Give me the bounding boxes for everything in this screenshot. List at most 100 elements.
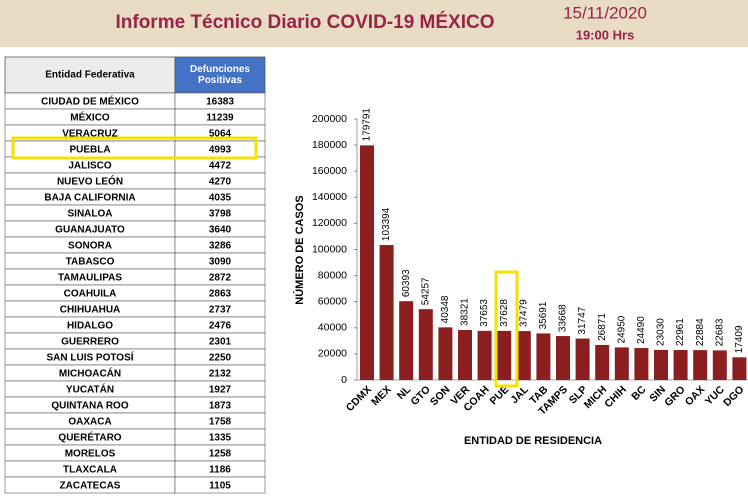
value-label: 22961 bbox=[675, 318, 686, 346]
state-name: GUERRERO bbox=[61, 337, 119, 348]
state-name: VERACRUZ bbox=[62, 129, 118, 140]
value-label: 37653 bbox=[479, 299, 490, 327]
state-name: TAMAULIPAS bbox=[58, 273, 122, 284]
state-name: JALISCO bbox=[68, 161, 112, 172]
bar bbox=[360, 145, 374, 380]
death-count: 1258 bbox=[209, 449, 232, 460]
state-name: NUEVO LEÓN bbox=[57, 175, 123, 188]
y-tick-label: 0 bbox=[341, 374, 347, 386]
x-tick-label: DGO bbox=[721, 384, 746, 409]
bar bbox=[399, 301, 414, 380]
state-name: YUCATÁN bbox=[66, 383, 114, 396]
state-name: CHIHUAHUA bbox=[60, 305, 121, 316]
x-tick-label: CHIH bbox=[602, 384, 629, 411]
state-name: ZACATECAS bbox=[60, 481, 121, 492]
chart: NÚMERO DE CASOS ENTIDAD DE RESIDENCIA 0 2… bbox=[293, 108, 748, 447]
state-name: MICHOACÁN bbox=[59, 367, 121, 380]
value-label: 33668 bbox=[558, 304, 569, 332]
death-count: 5064 bbox=[209, 129, 232, 140]
x-tick-label: GTO bbox=[408, 384, 432, 408]
bar bbox=[712, 350, 727, 380]
x-axis-title: ENTIDAD DE RESIDENCIA bbox=[464, 435, 602, 447]
state-name: MÉXICO bbox=[70, 111, 110, 124]
column-header: Entidad Federativa bbox=[45, 70, 135, 81]
state-name: BAJA CALIFORNIA bbox=[44, 193, 135, 204]
x-tick-label: BC bbox=[629, 383, 649, 403]
death-count: 1758 bbox=[209, 417, 232, 428]
value-label: 35691 bbox=[538, 301, 549, 329]
state-name: TLAXCALA bbox=[63, 465, 117, 476]
header-band bbox=[0, 0, 748, 47]
x-tick-label: OAX bbox=[683, 384, 708, 409]
highlight-row bbox=[11, 136, 258, 160]
value-label: 24490 bbox=[636, 316, 647, 344]
table: Entidad Federativa Defunciones Positivas… bbox=[4, 56, 266, 494]
column-header: Defunciones Positivas bbox=[189, 64, 250, 86]
value-label: 40348 bbox=[440, 295, 451, 323]
value-label: 31747 bbox=[577, 306, 588, 334]
death-count: 3090 bbox=[209, 257, 232, 268]
x-tick-label: MEX bbox=[369, 384, 394, 409]
bar bbox=[458, 329, 472, 380]
state-name: COAHUILA bbox=[64, 289, 117, 300]
bar bbox=[477, 330, 492, 380]
bar bbox=[614, 347, 629, 380]
x-tick-label: SON bbox=[428, 384, 453, 409]
table-cell bbox=[174, 476, 266, 494]
death-count: 1335 bbox=[209, 433, 232, 444]
bar bbox=[379, 245, 394, 380]
value-label: 22683 bbox=[714, 318, 725, 346]
y-tick-label: 100000 bbox=[312, 243, 347, 255]
death-count: 3640 bbox=[209, 225, 232, 236]
state-name: CIUDAD DE MÉXICO bbox=[41, 95, 139, 108]
bar bbox=[595, 344, 610, 380]
value-label: 17409 bbox=[734, 325, 745, 353]
value-label: 24950 bbox=[616, 315, 627, 343]
death-count: 2737 bbox=[209, 305, 232, 316]
bar bbox=[693, 350, 708, 380]
y-tick-label: 20000 bbox=[318, 348, 347, 360]
death-count: 4472 bbox=[209, 161, 232, 172]
death-count: 1105 bbox=[209, 481, 231, 492]
death-count: 2132 bbox=[209, 369, 232, 380]
death-count: 4035 bbox=[209, 193, 232, 204]
y-axis-title: NÚMERO DE CASOS bbox=[293, 195, 306, 304]
header-time: 19:00 Hrs bbox=[576, 27, 635, 42]
death-count: 2301 bbox=[209, 337, 232, 348]
bar bbox=[536, 333, 551, 380]
death-count: 1873 bbox=[209, 401, 232, 412]
highlight-bar bbox=[494, 270, 519, 388]
death-count: 4270 bbox=[209, 177, 232, 188]
bar bbox=[418, 309, 433, 380]
column-header-box: Defunciones Positivas bbox=[189, 64, 250, 86]
value-label: 37628 bbox=[499, 299, 510, 327]
state-name: HIDALGO bbox=[67, 321, 113, 332]
bar bbox=[732, 357, 747, 380]
state-name: OAXACA bbox=[68, 417, 111, 428]
value-label: 22884 bbox=[695, 318, 706, 346]
state-name: SONORA bbox=[68, 241, 112, 252]
bar bbox=[654, 349, 668, 380]
state-name: QUERÉTARO bbox=[58, 431, 121, 444]
value-label: 38321 bbox=[460, 298, 471, 326]
state-name: QUINTANA ROO bbox=[51, 401, 128, 412]
bar bbox=[438, 327, 453, 380]
y-tick-label: 160000 bbox=[312, 165, 347, 177]
death-count: 2863 bbox=[209, 289, 232, 300]
state-name: MORELOS bbox=[65, 449, 116, 460]
death-count: 3286 bbox=[209, 241, 232, 252]
death-count: 4993 bbox=[209, 145, 232, 156]
death-count: 16383 bbox=[206, 97, 234, 108]
death-count: 11239 bbox=[206, 113, 234, 124]
death-count: 2476 bbox=[209, 321, 232, 332]
value-label: 54257 bbox=[420, 277, 431, 305]
death-count: 1186 bbox=[209, 465, 231, 476]
value-label: 179791 bbox=[362, 108, 373, 142]
death-count: 2250 bbox=[209, 353, 232, 364]
state-name: TABASCO bbox=[66, 257, 115, 268]
bar bbox=[673, 350, 688, 380]
y-tick-label: 140000 bbox=[312, 191, 347, 203]
value-label: 37479 bbox=[518, 299, 529, 327]
x-tick-label: GRO bbox=[662, 384, 687, 409]
value-label: 23030 bbox=[656, 318, 667, 346]
